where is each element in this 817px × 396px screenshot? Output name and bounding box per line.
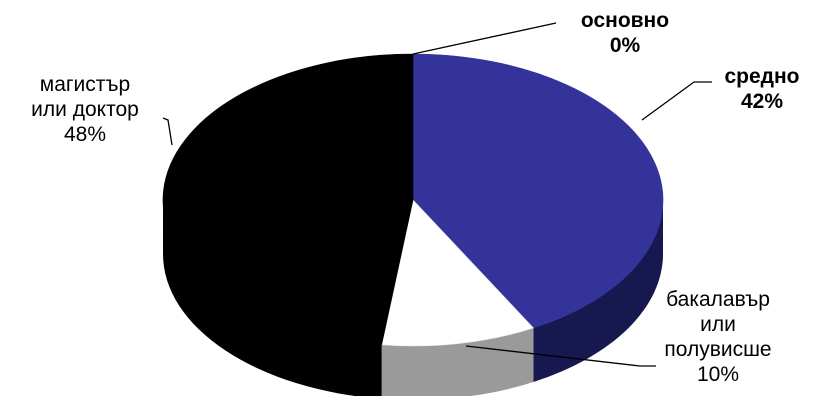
label-magistar-percent: 48%	[63, 123, 107, 146]
slice-magistar	[162, 53, 414, 346]
leader-line-magistar	[162, 117, 173, 146]
leader-line-bakalavar	[465, 345, 656, 367]
label-bakalavar-line-1: бакалавър	[666, 288, 770, 311]
pie-tops	[162, 53, 664, 347]
label-osnovno-name: основно	[580, 9, 670, 32]
label-sredno-name: средно	[724, 65, 800, 88]
leader-line-sredno	[641, 81, 712, 121]
slice-sredno	[412, 53, 664, 329]
label-magistar: магистър или доктор 48%	[4, 72, 166, 147]
label-osnovno-percent: 0%	[609, 34, 641, 57]
label-osnovno: основно 0%	[560, 8, 690, 58]
slice-bakalavar	[381, 199, 534, 347]
label-bakalavar: бакалавър или полувисше 10%	[650, 287, 786, 387]
slice-side-magistar	[163, 200, 382, 396]
leader-line-osnovno	[412, 22, 557, 55]
label-bakalavar-line-3: полувисше	[664, 338, 772, 361]
leader-lines	[162, 22, 712, 367]
slice-side-bakalavar	[381, 327, 534, 396]
label-sredno-percent: 42%	[740, 90, 784, 113]
label-magistar-line-2: или доктор	[31, 98, 139, 121]
pie-sides	[163, 200, 663, 396]
label-sredno: средно 42%	[712, 64, 812, 114]
label-bakalavar-line-2: или	[700, 313, 736, 336]
label-magistar-line-1: магистър	[39, 73, 131, 96]
label-bakalavar-percent: 10%	[696, 363, 740, 386]
slice-side-sredno	[533, 200, 663, 382]
